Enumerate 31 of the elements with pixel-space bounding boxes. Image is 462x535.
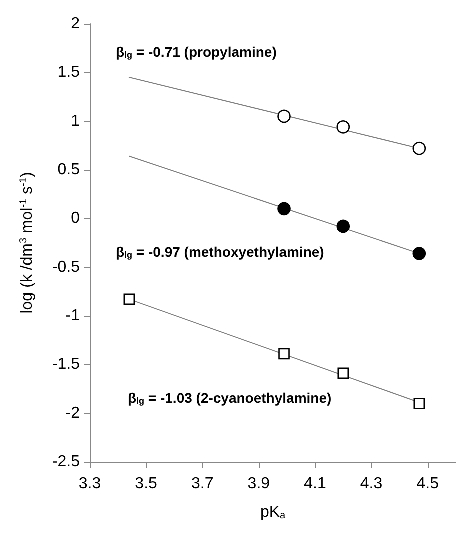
y-tick-label: -1.5 <box>52 356 80 374</box>
point <box>414 398 426 410</box>
point <box>338 368 350 380</box>
x-tick-label: 4.1 <box>304 476 326 492</box>
annotation: βlg = -0.71 (propylamine) <box>116 44 277 60</box>
y-axis-title: log (k /dm3 mol-1 s-1) <box>18 172 36 314</box>
y-tick-label: -2.5 <box>52 454 80 470</box>
point <box>336 120 350 134</box>
y-tick-label: 0.5 <box>58 162 80 178</box>
x-tick-label: 3.5 <box>135 476 158 492</box>
y-tick-label: -2 <box>66 404 80 422</box>
x-tick-label: 4.3 <box>360 476 383 492</box>
y-tick-label: 1.5 <box>58 64 80 82</box>
x-tick-label: 3.3 <box>78 476 102 492</box>
y-tick-label: -1 <box>66 308 80 324</box>
annotation: βlg = -1.03 (2-cyanoethylamine) <box>128 390 332 406</box>
point <box>336 220 350 234</box>
y-tick-label: 1 <box>71 112 80 130</box>
x-tick-label: 3.7 <box>191 476 214 492</box>
point <box>278 110 291 124</box>
point <box>124 294 136 306</box>
y-tick-label: 0 <box>71 210 80 228</box>
point <box>278 202 291 216</box>
x-tick-label: 3.9 <box>248 476 270 492</box>
point <box>412 142 426 156</box>
y-tick-label: 2 <box>71 16 80 32</box>
annotation: βlg = -0.97 (methoxyethylamine) <box>116 244 324 260</box>
y-tick-label: -0.5 <box>52 258 80 276</box>
point <box>278 348 290 360</box>
x-tick-label: 4.5 <box>416 476 440 492</box>
point <box>412 247 426 260</box>
